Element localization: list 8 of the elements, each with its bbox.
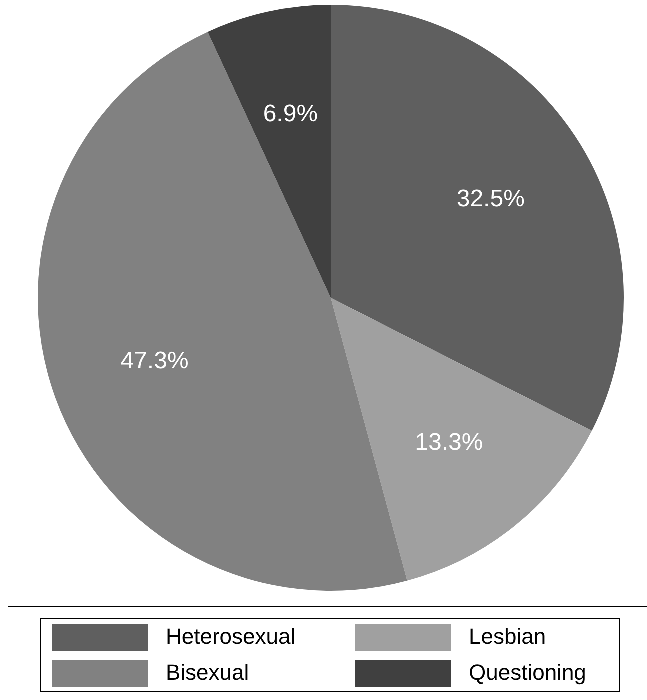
data-label: 32.5% xyxy=(456,186,525,213)
legend-label: Bisexual xyxy=(166,660,250,686)
legend-label: Lesbian xyxy=(469,624,546,650)
data-label: 6.9% xyxy=(263,100,318,128)
legend-label: Questioning xyxy=(469,660,586,686)
data-label: 13.3% xyxy=(415,429,484,456)
data-label: 47.3% xyxy=(120,348,189,375)
legend-label: Heterosexual xyxy=(166,624,296,650)
